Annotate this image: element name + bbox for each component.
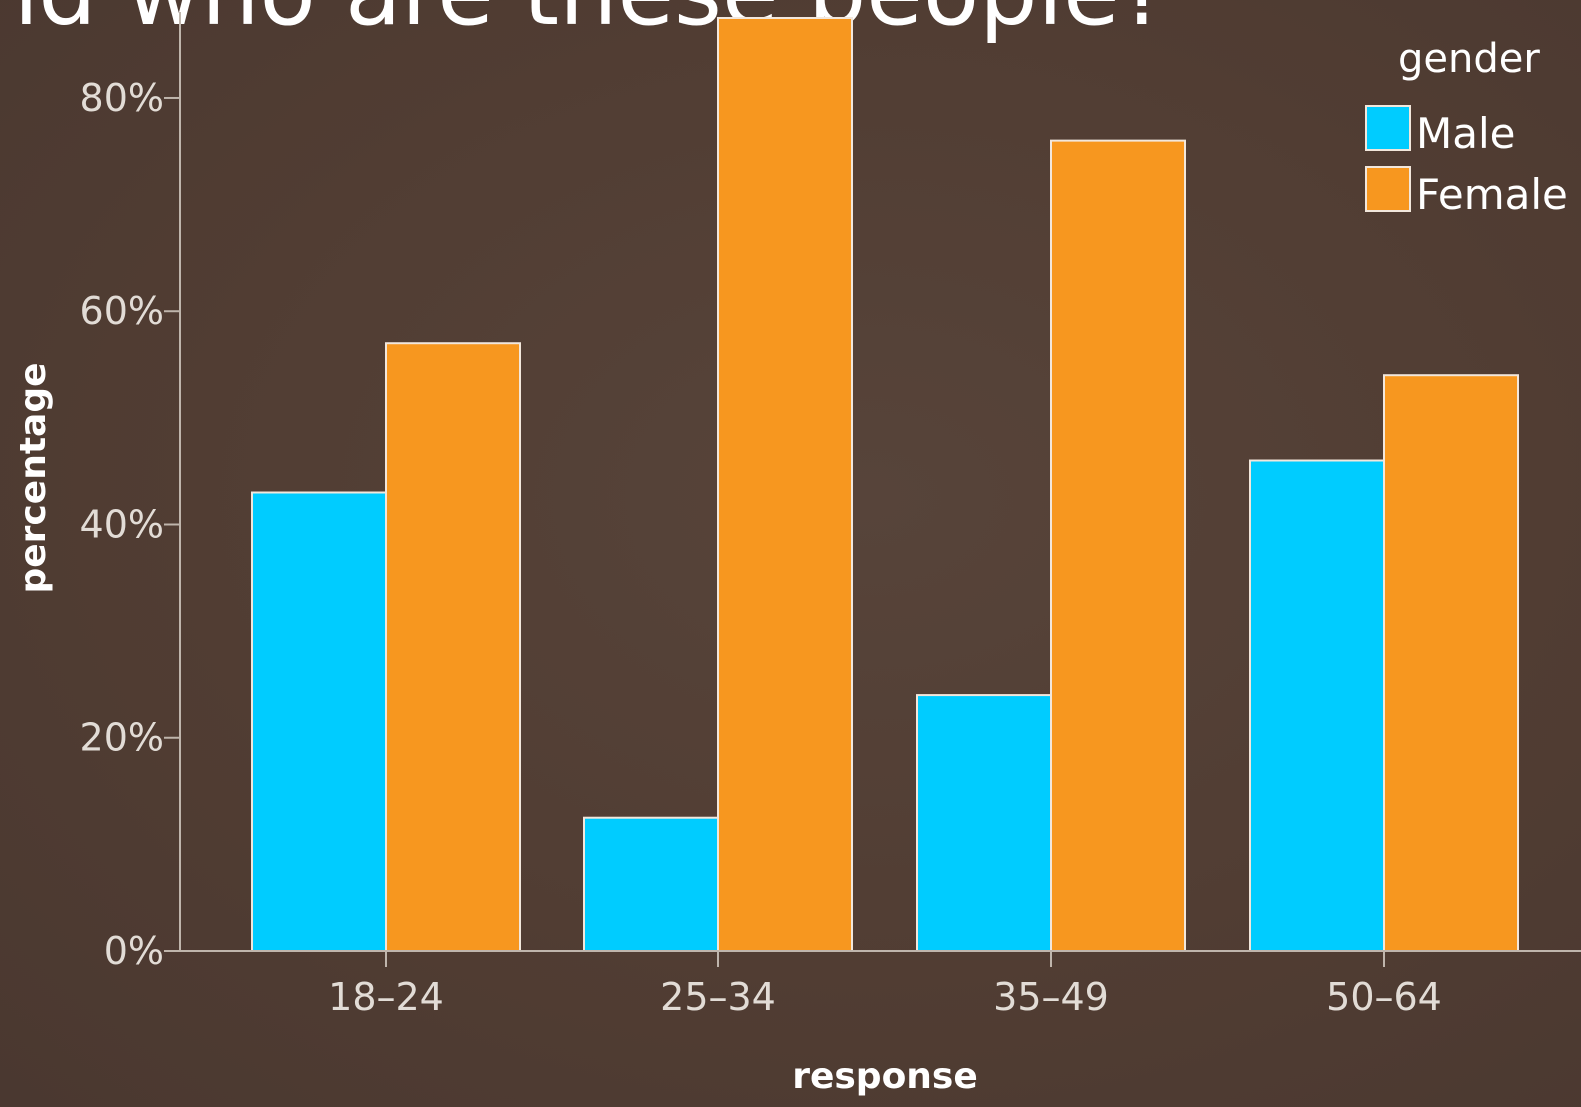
bars (251, 17, 1519, 953)
y-tick-label: 60% (80, 289, 164, 333)
bar-male-4 (1249, 459, 1385, 952)
axes: 0% 20% 40% 60% 80% 18–24 25–34 35–49 50–64 (80, 12, 1581, 1019)
x-tick-label: 35–49 (993, 975, 1109, 1019)
bar-female-1 (385, 342, 521, 952)
bar-female-2 (717, 17, 853, 952)
slide-title: nd who are these people? (0, 0, 1169, 46)
bar-female-3 (1050, 139, 1186, 952)
y-axis-title: percentage (13, 362, 54, 593)
legend-swatch-female (1365, 166, 1411, 212)
y-tick-label: 0% (104, 929, 164, 973)
legend: gender Male Female (1365, 36, 1568, 219)
legend-label-male: Male (1416, 109, 1515, 158)
legend-label-female: Female (1416, 170, 1568, 219)
legend-swatch-male (1365, 105, 1411, 151)
y-tick-label: 40% (80, 502, 164, 546)
y-tick-label: 80% (80, 76, 164, 120)
x-tick-label: 18–24 (328, 975, 444, 1019)
bar-male-3 (916, 694, 1052, 952)
x-tick-label: 25–34 (660, 975, 776, 1019)
bar-male-1 (251, 491, 387, 952)
bar-female-4 (1383, 374, 1519, 953)
x-axis-title: response (792, 1056, 978, 1097)
y-tick-label: 20% (80, 716, 164, 760)
x-tick-label: 50–64 (1326, 975, 1442, 1019)
legend-title: gender (1398, 36, 1540, 82)
bar-male-2 (583, 816, 719, 953)
